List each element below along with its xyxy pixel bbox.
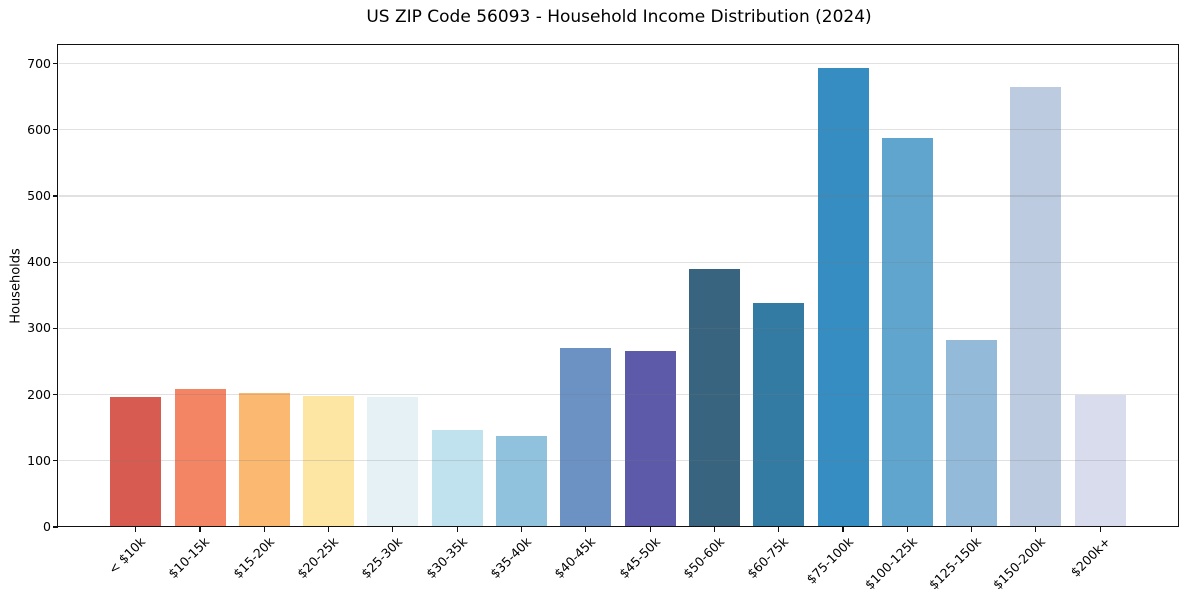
x-tick-label-14: $150-200k xyxy=(990,534,1049,590)
y-tick-label-200: 200 xyxy=(27,386,51,402)
bar-20-25k xyxy=(303,395,355,527)
bar-100-125k xyxy=(881,138,933,527)
x-tick-label-2: $15-20k xyxy=(229,534,277,582)
y-tick-label-700: 700 xyxy=(27,55,51,71)
bar-10-15k xyxy=(174,388,226,527)
y-tick-mark-500 xyxy=(52,195,58,197)
y-tick-label-100: 100 xyxy=(27,452,51,468)
x-tick-label-10: $60-75k xyxy=(744,534,792,582)
x-tick-mark-9 xyxy=(713,527,715,532)
bar-40-45k xyxy=(560,348,612,527)
y-tick-mark-100 xyxy=(52,460,58,462)
y-tick-label-500: 500 xyxy=(27,187,51,203)
y-tick-mark-300 xyxy=(52,327,58,329)
x-tick-label-8: $45-50k xyxy=(615,534,663,582)
gridline-y-200 xyxy=(58,393,1179,396)
x-tick-label-5: $30-35k xyxy=(422,534,470,582)
y-tick-mark-200 xyxy=(52,393,58,396)
x-tick-mark-4 xyxy=(392,527,394,532)
gridline-y-600 xyxy=(58,129,1179,131)
y-tick-label-400: 400 xyxy=(27,254,51,270)
x-tick-mark-8 xyxy=(649,527,651,532)
y-tick-label-0: 0 xyxy=(43,519,51,534)
y-tick-mark-600 xyxy=(52,129,58,131)
x-tick-mark-15 xyxy=(1099,527,1101,532)
gridline-y-400 xyxy=(58,261,1179,263)
x-tick-mark-7 xyxy=(585,527,587,532)
bar-200k xyxy=(1074,394,1126,527)
bar-25-30k xyxy=(367,397,419,527)
gridline-y-100 xyxy=(58,460,1179,462)
bar-35-40k xyxy=(496,435,547,527)
x-tick-label-15: $200k+ xyxy=(1067,534,1113,580)
x-tick-label-1: $10-15k xyxy=(165,534,213,582)
x-tick-label-13: $125-150k xyxy=(925,534,985,590)
y-tick-mark-700 xyxy=(52,62,58,65)
gridline-y-300 xyxy=(58,327,1179,329)
x-tick-mark-2 xyxy=(263,527,265,532)
x-tick-label-7: $40-45k xyxy=(551,534,599,582)
y-tick-label-600: 600 xyxy=(27,121,51,137)
x-tick-label-11: $75-100k xyxy=(802,534,856,587)
x-tick-mark-6 xyxy=(520,527,523,532)
x-tick-label-0: < $10k xyxy=(105,534,149,577)
y-tick-mark-400 xyxy=(52,261,58,263)
x-tick-mark-1 xyxy=(199,527,201,532)
bar-15-20k xyxy=(238,392,290,527)
y-tick-mark-0 xyxy=(52,526,58,528)
bar-125-150k xyxy=(946,339,998,527)
x-tick-mark-14 xyxy=(1035,527,1037,532)
x-tick-label-3: $20-25k xyxy=(294,534,342,582)
x-tick-mark-3 xyxy=(328,527,330,532)
x-tick-label-4: $25-30k xyxy=(358,534,406,582)
x-tick-label-12: $100-125k xyxy=(861,534,920,590)
bar-30-35k xyxy=(431,430,483,527)
x-tick-label-6: $35-40k xyxy=(487,534,535,582)
x-tick-mark-10 xyxy=(778,527,780,532)
x-tick-mark-13 xyxy=(971,527,973,532)
bar-150-200k xyxy=(1010,87,1062,527)
bar-60-75k xyxy=(753,302,805,527)
bar-75-100k xyxy=(817,67,869,527)
chart-title: US ZIP Code 56093 - Household Income Dis… xyxy=(366,7,872,27)
y-tick-label-300: 300 xyxy=(27,320,51,336)
gridline-y-700 xyxy=(58,62,1179,65)
x-tick-mark-0 xyxy=(135,527,137,532)
bar-45-50k xyxy=(624,350,676,527)
bar-10k xyxy=(110,397,162,527)
x-tick-mark-5 xyxy=(456,527,458,532)
x-tick-mark-12 xyxy=(906,527,908,532)
bar-50-60k xyxy=(688,269,740,527)
gridline-y-500 xyxy=(58,195,1179,197)
x-tick-label-9: $50-60k xyxy=(679,534,727,582)
x-tick-mark-11 xyxy=(842,527,844,532)
